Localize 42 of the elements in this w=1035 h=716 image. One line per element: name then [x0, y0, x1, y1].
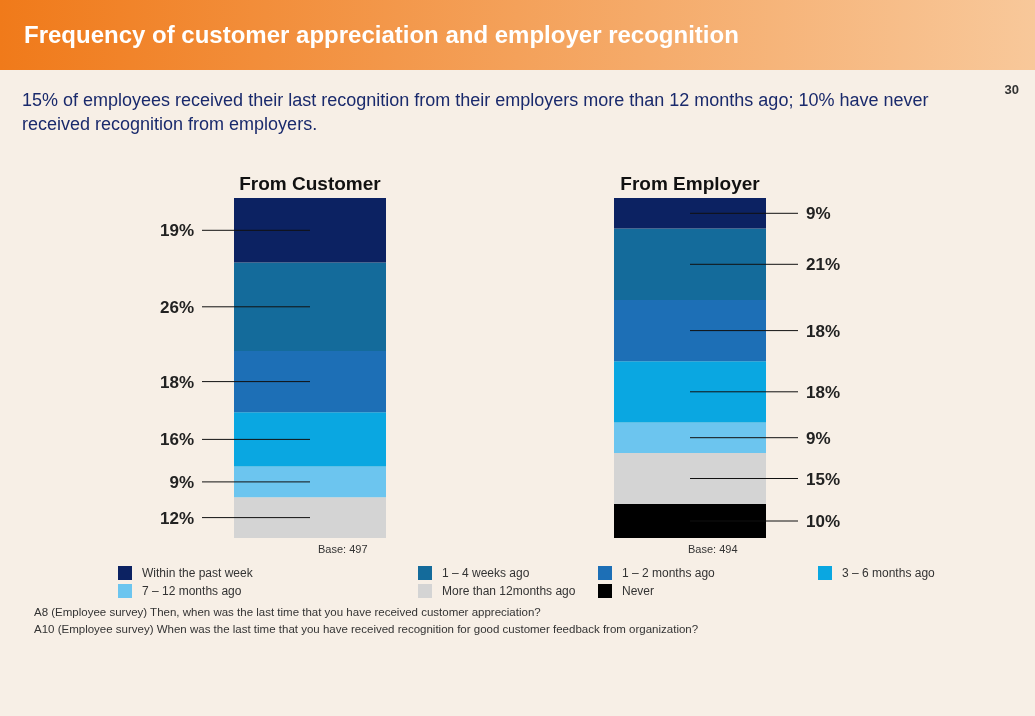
text: A10 (Employee survey) When was the last time that you have received recognition for good customer feedback from organization? [34, 622, 700, 637]
data-label: 16% [159, 430, 194, 450]
chart-subtitle: 15% of employees received their last recognition from their employers more than 12 months ago; 10% have never received recognition from employers. [22, 90, 929, 134]
bar [614, 228, 766, 300]
data-label: 9% [169, 472, 194, 492]
data-label: 19% [159, 221, 194, 241]
data-label: 15% [806, 469, 841, 489]
x-tick-label: From Customer [239, 173, 382, 194]
data-label: 9% [806, 204, 831, 224]
data-label: 12% [159, 508, 194, 528]
bar [234, 412, 386, 467]
data-label: 9% [806, 428, 831, 448]
legend-label: Within the past week [142, 566, 253, 580]
bar [614, 504, 766, 538]
bar [234, 351, 386, 413]
legend-label: More than 12months ago [442, 584, 576, 598]
text: 30 [1004, 82, 1019, 97]
bar [614, 300, 766, 362]
data-label: 26% [159, 297, 194, 317]
data-label: 18% [806, 382, 841, 402]
legend-label: 3 – 6 months ago [842, 566, 935, 580]
data-label: 18% [159, 372, 194, 392]
text: Base: 497 [318, 543, 368, 555]
legend-label: Never [622, 584, 655, 598]
bar [234, 198, 386, 263]
bar [614, 198, 766, 229]
text: A8 (Employee survey) Then, when was the last time that you have received customer appreciation? [34, 605, 542, 620]
legend-label: 7 – 12 months ago [142, 584, 242, 598]
bar [234, 497, 386, 538]
bar [614, 422, 766, 453]
data-label: 21% [806, 255, 841, 275]
legend-label: 1 – 4 weeks ago [442, 566, 530, 580]
text: Base: 494 [688, 543, 738, 555]
bar [234, 466, 386, 498]
data-label: 10% [806, 512, 841, 531]
bar [234, 262, 386, 351]
data-label: 18% [806, 321, 841, 341]
legend-label: 1 – 2 months ago [622, 566, 715, 580]
bar [614, 453, 766, 504]
bar [614, 361, 766, 423]
chart-title: Frequency of customer appreciation and employer recognition [24, 21, 739, 49]
x-tick-label: From Employer [620, 173, 761, 194]
